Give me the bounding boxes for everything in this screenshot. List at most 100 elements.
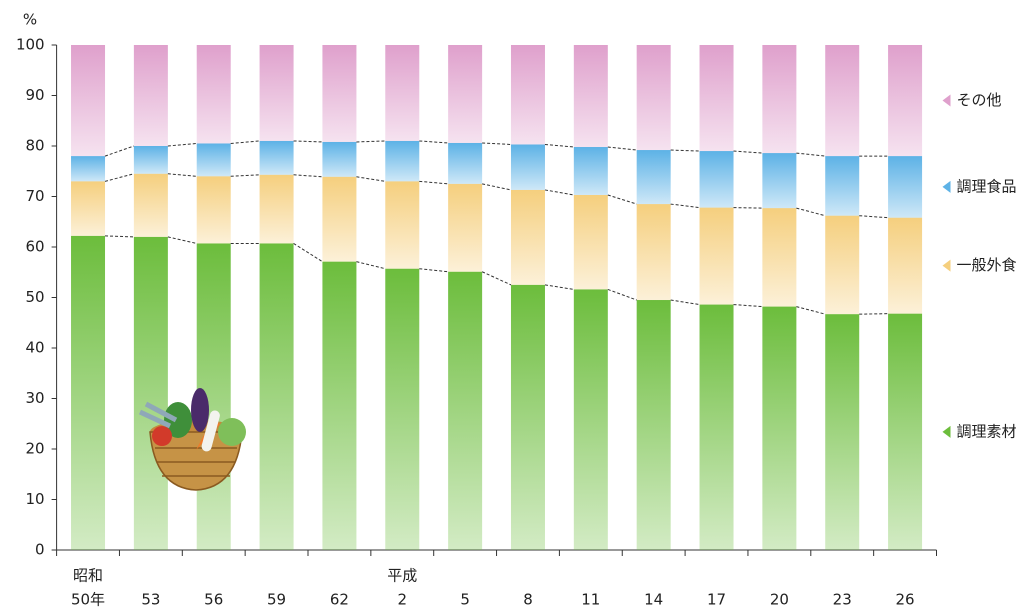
- connector: [167, 236, 197, 244]
- bar-segment: [636, 300, 671, 550]
- bar-segment: [448, 45, 483, 143]
- bar-segment: [385, 268, 420, 550]
- bar-segment: [825, 156, 860, 216]
- era-label: 昭和: [73, 567, 103, 585]
- x-tick-label: 5: [460, 591, 470, 608]
- y-tick-label: 60: [26, 238, 45, 256]
- bar-segment: [888, 313, 923, 550]
- y-tick-label: 20: [26, 440, 45, 458]
- x-tick-label: 2: [398, 591, 408, 608]
- bar-segment: [699, 151, 734, 208]
- connector: [733, 207, 763, 209]
- bar-segment: [762, 306, 797, 550]
- connector: [544, 189, 574, 196]
- bar-segment: [133, 173, 168, 237]
- era-label: 平成: [387, 567, 417, 585]
- connector: [670, 299, 700, 306]
- connector: [859, 215, 889, 219]
- bar-segment: [699, 207, 734, 305]
- x-tick-label: 50年: [71, 591, 105, 608]
- x-tick-label: 17: [707, 591, 726, 608]
- bar-segment: [510, 189, 545, 285]
- connector: [607, 194, 637, 205]
- y-tick-label: 10: [26, 490, 45, 508]
- connector: [481, 271, 512, 286]
- x-tick-label: 14: [644, 591, 663, 608]
- bar-segment: [510, 284, 545, 550]
- bar-segment: [762, 153, 797, 209]
- connector: [419, 180, 449, 185]
- bar-segment: [448, 142, 483, 184]
- connector: [104, 145, 135, 157]
- connector: [733, 304, 763, 308]
- connector: [419, 140, 449, 144]
- connector: [544, 284, 574, 290]
- bar-segment: [259, 45, 294, 141]
- bar-segment: [888, 217, 923, 314]
- connector: [544, 143, 574, 148]
- connector: [293, 174, 323, 178]
- legend-label: その他: [957, 91, 1002, 109]
- connector: [670, 203, 700, 209]
- bar-segment: [573, 289, 608, 550]
- connector: [356, 140, 386, 143]
- connector: [733, 150, 763, 154]
- connector: [167, 142, 197, 147]
- x-tick-label: 59: [267, 591, 286, 608]
- connector: [104, 173, 135, 182]
- connector: [230, 140, 260, 144]
- bar-segment: [196, 45, 231, 144]
- y-tick-label: 90: [26, 86, 45, 104]
- y-tick-label: 100: [16, 36, 45, 54]
- bar-segment: [636, 45, 671, 151]
- bar-segment: [196, 176, 231, 244]
- legend-marker: [942, 94, 951, 107]
- bar-segment: [196, 143, 231, 177]
- bar-segment: [699, 45, 734, 152]
- x-tick-label: 62: [330, 591, 349, 608]
- connector: [607, 288, 637, 301]
- x-tick-label: 8: [523, 591, 533, 608]
- bar-segment: [573, 45, 608, 148]
- connector: [356, 261, 386, 270]
- bar-segment: [636, 150, 671, 205]
- connector: [482, 142, 512, 145]
- legend-marker: [942, 180, 951, 193]
- bar-segment: [699, 304, 734, 550]
- bar-segment: [385, 181, 420, 269]
- bar-segment: [762, 208, 797, 307]
- x-tick-label: 11: [581, 591, 600, 608]
- x-tick-label: 56: [204, 591, 223, 608]
- bar-segment: [71, 156, 106, 182]
- bar-segment: [888, 45, 923, 157]
- connector: [796, 152, 826, 157]
- bar-segment: [636, 204, 671, 301]
- bar-segment: [448, 271, 483, 550]
- bar-segment: [825, 314, 860, 550]
- bar-segment: [71, 45, 106, 157]
- bar-segment: [71, 235, 106, 550]
- y-tick-label: 30: [26, 389, 45, 407]
- bar-segment: [510, 144, 545, 190]
- bar-segment: [259, 174, 294, 244]
- legend-marker: [942, 425, 951, 438]
- bar-segment: [510, 45, 545, 145]
- connector: [230, 174, 260, 177]
- bar-segment: [888, 156, 923, 218]
- bar-segment: [825, 215, 860, 315]
- bar-segment: [133, 146, 168, 174]
- y-tick-label: 80: [26, 137, 45, 155]
- bar-segment: [322, 261, 357, 550]
- connector: [293, 140, 323, 143]
- bar-segment: [825, 45, 860, 157]
- y-tick-label: 40: [26, 339, 45, 357]
- x-tick-label: 20: [770, 591, 789, 608]
- basket: [138, 388, 246, 491]
- y-unit: %: [23, 11, 37, 29]
- y-tick-label: 0: [35, 541, 45, 559]
- connector: [167, 173, 197, 177]
- connector: [859, 313, 889, 315]
- connector: [796, 306, 826, 315]
- legend-marker: [942, 259, 951, 272]
